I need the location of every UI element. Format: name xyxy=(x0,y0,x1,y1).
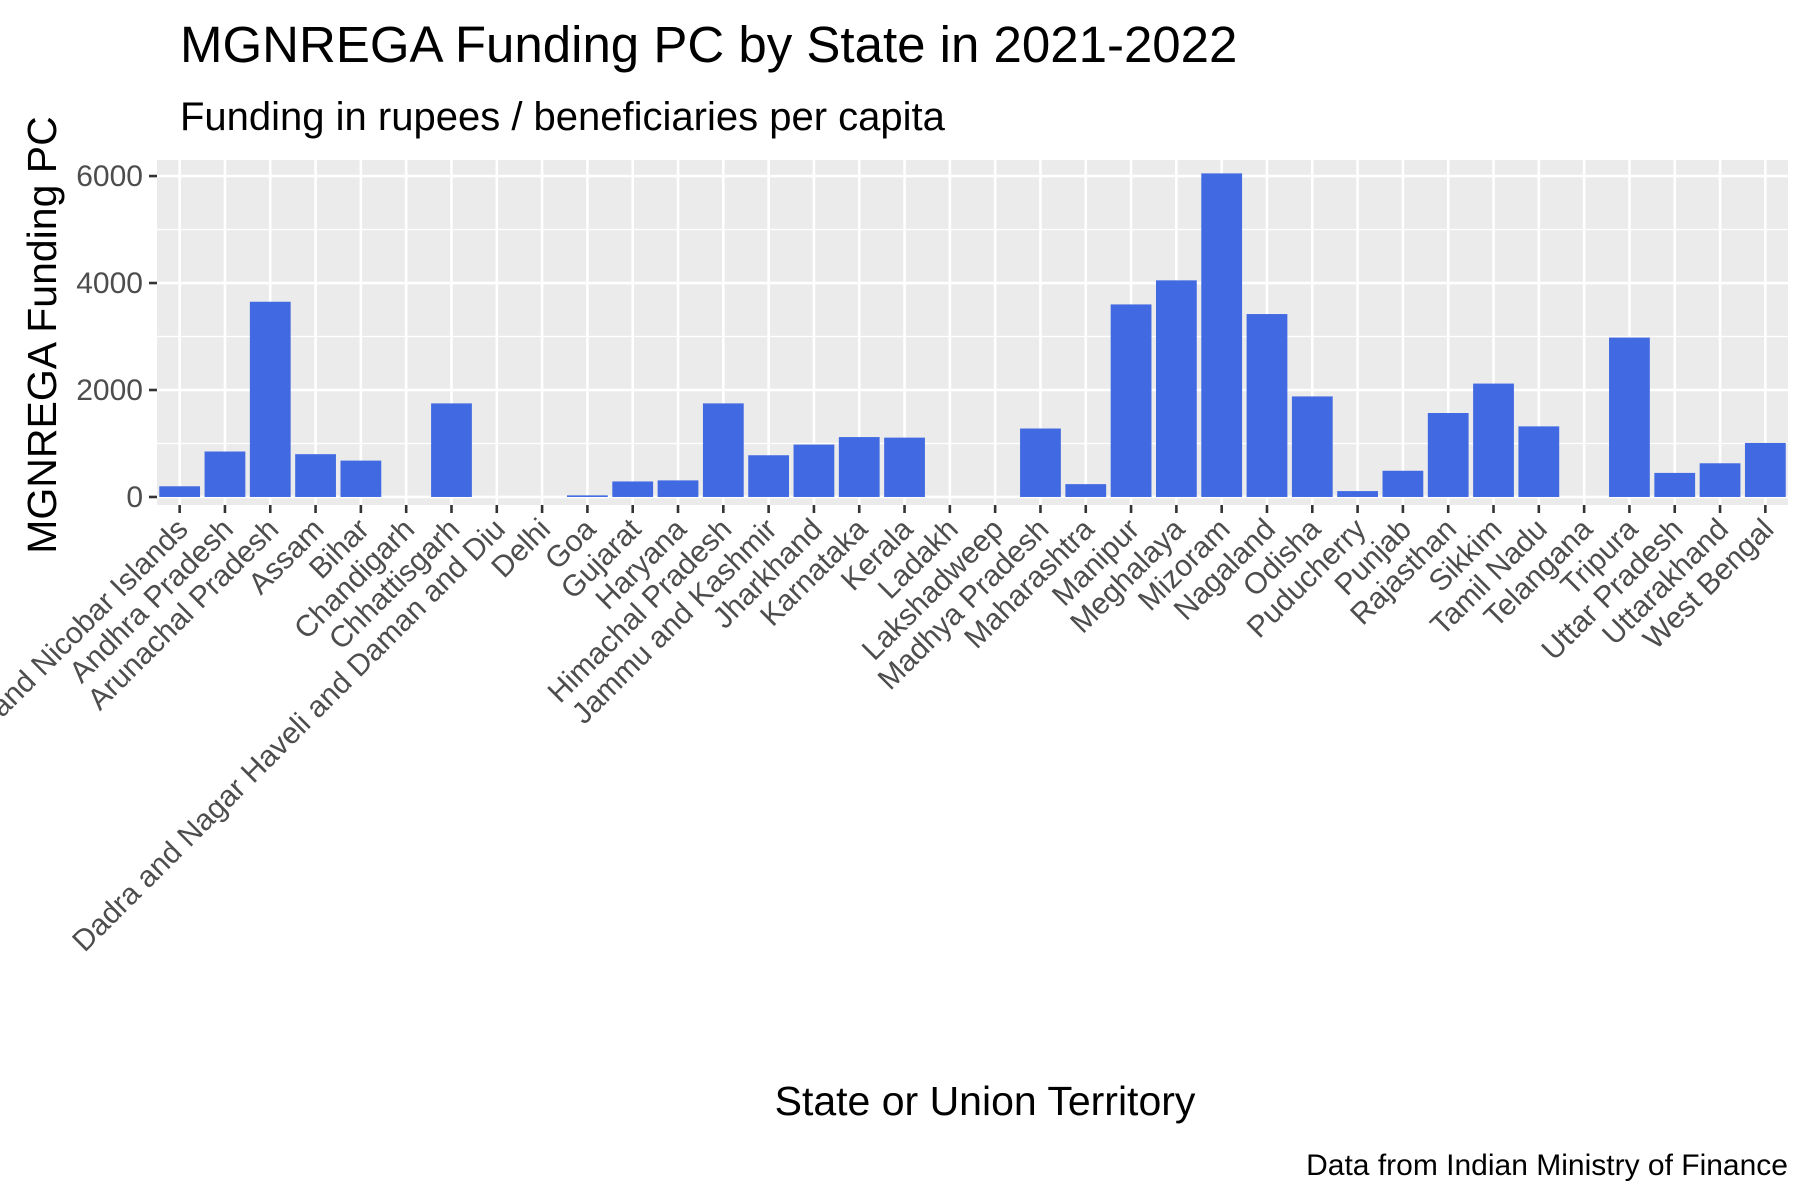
bar xyxy=(295,454,336,497)
y-tick-label: 2000 xyxy=(76,374,143,407)
y-axis-title: MGNREGA Funding PC xyxy=(19,116,65,554)
bar xyxy=(1201,173,1243,497)
minor-gridlines xyxy=(157,228,1788,445)
bar xyxy=(1155,280,1197,497)
bar xyxy=(249,301,291,497)
bar xyxy=(1382,470,1424,497)
bar xyxy=(340,460,382,497)
bar xyxy=(1518,426,1560,497)
chart-title: MGNREGA Funding PC by State in 2021-2022 xyxy=(180,16,1237,73)
bar xyxy=(793,444,835,497)
bar xyxy=(1744,442,1786,497)
bar xyxy=(431,403,472,497)
y-axis: 0 2000 4000 6000 xyxy=(76,160,157,514)
bar xyxy=(1609,337,1650,497)
bar xyxy=(838,437,880,497)
bars xyxy=(159,173,1786,497)
bar xyxy=(1291,396,1333,497)
plot-panel xyxy=(157,160,1788,505)
x-axis-title: State or Union Territory xyxy=(775,1078,1196,1124)
chart-subtitle: Funding in rupees / beneficiaries per ca… xyxy=(180,95,946,139)
bar xyxy=(1246,314,1288,497)
bar xyxy=(1427,413,1469,497)
bar xyxy=(1337,491,1378,497)
bar xyxy=(884,437,925,497)
chart-caption: Data from Indian Ministry of Finance xyxy=(1306,1149,1788,1182)
bar xyxy=(1065,484,1107,497)
y-tick-label: 6000 xyxy=(76,160,143,193)
bar xyxy=(159,486,201,497)
bar xyxy=(1020,428,1061,497)
bar xyxy=(702,403,744,497)
bar xyxy=(204,451,246,497)
bar xyxy=(1699,463,1741,497)
bar xyxy=(612,481,654,497)
bar xyxy=(1473,383,1514,497)
bar xyxy=(1110,304,1152,497)
bar xyxy=(657,480,699,497)
bar xyxy=(1654,472,1696,497)
bar xyxy=(567,495,608,497)
bar xyxy=(748,455,790,497)
y-tick-label: 4000 xyxy=(76,267,143,300)
y-tick-label: 0 xyxy=(126,481,143,514)
